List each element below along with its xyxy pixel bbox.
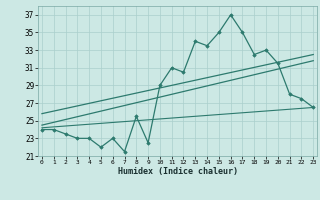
X-axis label: Humidex (Indice chaleur): Humidex (Indice chaleur) xyxy=(118,167,238,176)
